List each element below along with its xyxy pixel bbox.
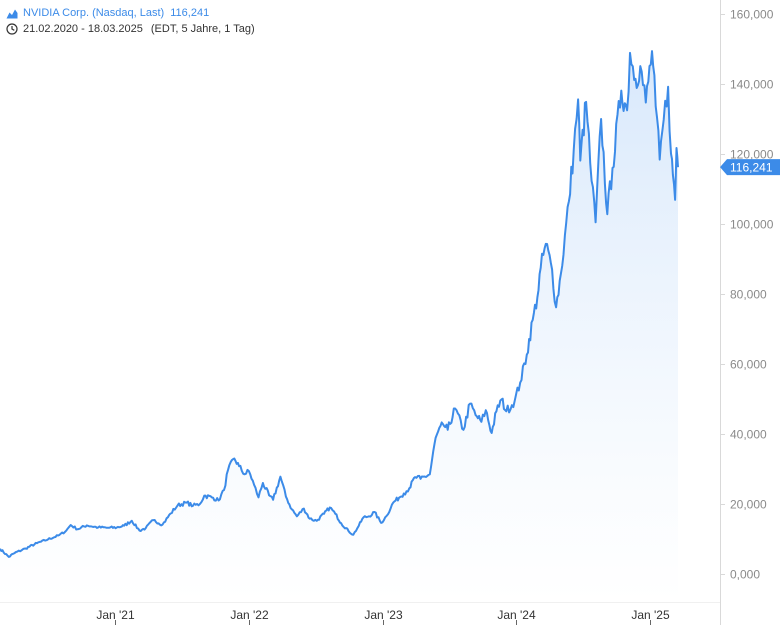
x-tick-label: Jan '22	[230, 608, 269, 622]
x-tick-label: Jan '24	[497, 608, 536, 622]
y-tick-label: 160,000	[730, 8, 774, 22]
y-tick-label: 20,000	[730, 498, 767, 512]
y-tick-label: 80,000	[730, 288, 767, 302]
legend-last-value: 116,241	[170, 7, 210, 19]
chart-legend: NVIDIA Corp. (Nasdaq, Last) 116,241 21.0…	[6, 5, 255, 37]
x-tick-label: Jan '25	[631, 608, 670, 622]
date-range: 21.02.2020 - 18.03.2025	[23, 23, 143, 35]
y-tick-label: 40,000	[730, 428, 767, 442]
y-tick-label: 100,000	[730, 218, 774, 232]
area-chart-icon	[6, 7, 18, 19]
series-area	[0, 51, 678, 603]
y-tick-label: 120,000	[730, 148, 774, 162]
instrument-name: NVIDIA Corp. (Nasdaq, Last)	[23, 7, 165, 19]
last-value-badge	[720, 159, 780, 176]
clock-icon	[6, 23, 18, 35]
series-line	[0, 50, 679, 558]
legend-period-row: 21.02.2020 - 18.03.2025 (EDT, 5 Jahre, 1…	[6, 21, 255, 37]
y-tick-label: 0,000	[730, 568, 760, 582]
last-value-badge-label: 116,241	[730, 161, 773, 175]
y-tick-label: 140,000	[730, 78, 774, 92]
x-tick-label: Jan '21	[96, 608, 135, 622]
x-tick-label: Jan '23	[364, 608, 403, 622]
y-tick-label: 60,000	[730, 358, 767, 372]
legend-title-row: NVIDIA Corp. (Nasdaq, Last) 116,241	[6, 5, 255, 21]
range-info: (EDT, 5 Jahre, 1 Tag)	[150, 23, 255, 35]
